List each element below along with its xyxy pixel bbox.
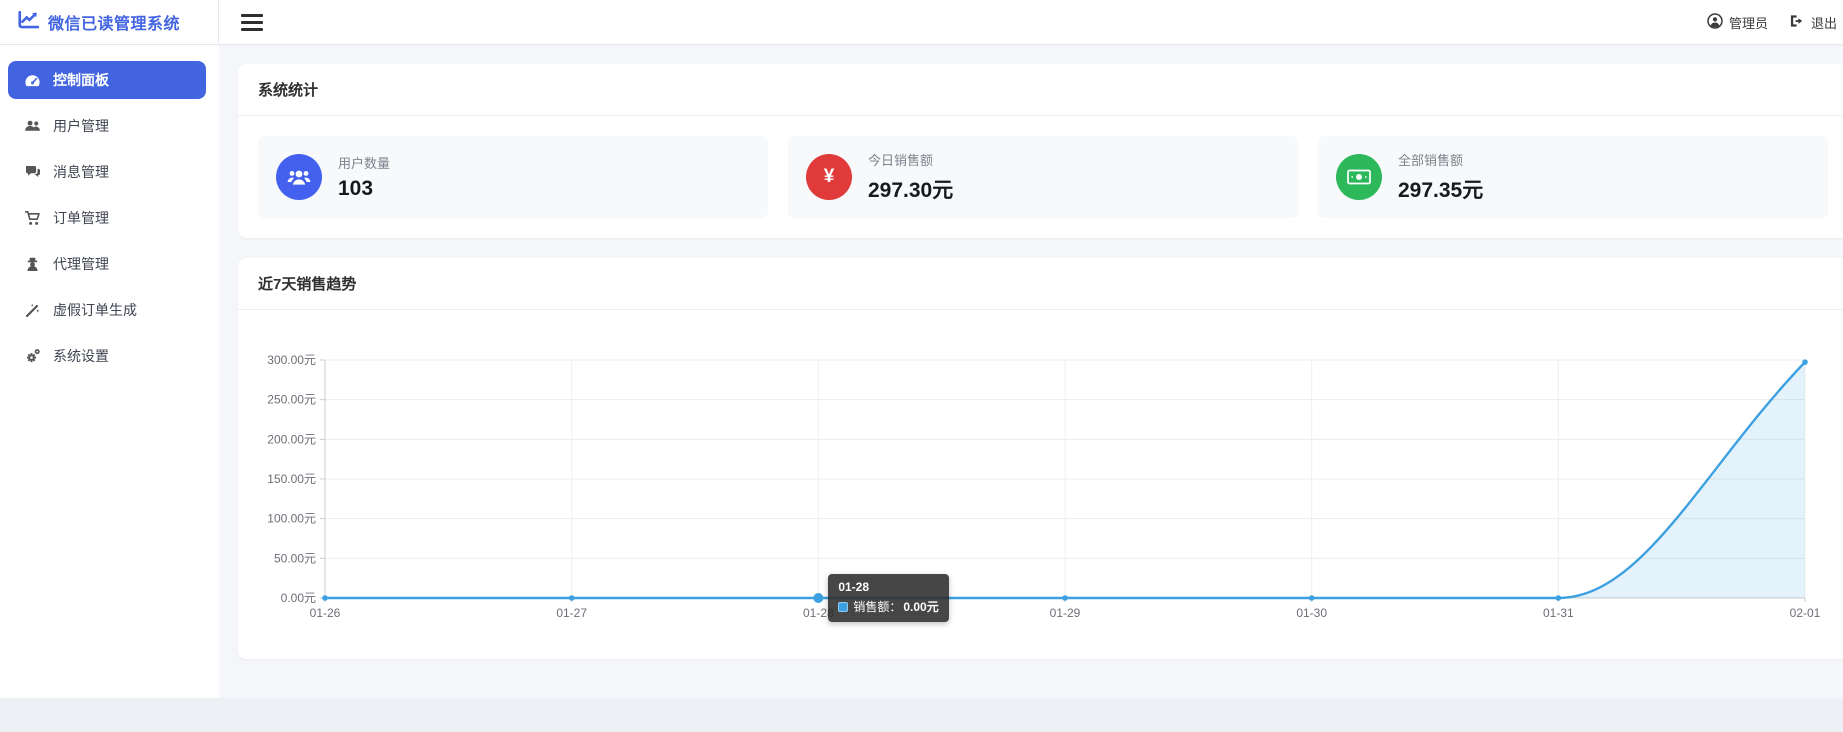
user-circle-icon [1707,12,1723,32]
svg-text:01-31: 01-31 [1543,606,1574,620]
svg-text:100.00元: 100.00元 [267,512,316,526]
stat-today-sales: ¥ 今日销售额 297.30元 [788,136,1298,218]
svg-text:200.00元: 200.00元 [267,432,316,446]
stat-user-count: 用户数量 103 [258,136,768,218]
sidebar: 控制面板 用户管理 [0,45,219,698]
logout-label: 退出 [1810,15,1837,31]
yen-icon: ¥ [806,154,852,200]
sidebar-toggle-button[interactable] [241,13,263,31]
sidebar-item-messages[interactable]: 消息管理 [8,153,206,191]
svg-text:01-26: 01-26 [310,606,341,620]
sidebar-item-label: 消息管理 [53,164,109,180]
sidebar-item-settings[interactable]: 系统设置 [8,337,206,375]
comments-icon [24,165,41,179]
topbar-main: 管理员 退出 [219,0,1843,44]
logout-button[interactable]: 退出 [1790,13,1837,32]
svg-text:250.00元: 250.00元 [267,393,316,407]
stat-label: 用户数量 [338,156,391,171]
brand[interactable]: 微信已读管理系统 [0,0,219,44]
sidebar-item-dashboard[interactable]: 控制面板 [8,61,206,99]
chart-line-logo-icon [18,10,40,34]
admin-label: 管理员 [1728,15,1768,31]
stat-label: 全部销售额 [1398,153,1464,168]
sidebar-item-fake-orders[interactable]: 虚假订单生成 [8,291,206,329]
sidebar-item-label: 代理管理 [53,256,109,272]
svg-text:50.00元: 50.00元 [274,551,316,565]
stats-card: 系统统计 [238,64,1843,238]
chart-title: 近7天销售趋势 [238,258,1843,310]
svg-text:300.00元: 300.00元 [267,353,316,367]
stat-value: 297.30元 [868,179,954,202]
sidebar-item-users[interactable]: 用户管理 [8,107,206,145]
sidebar-item-agents[interactable]: 代理管理 [8,245,206,283]
svg-text:01-30: 01-30 [1296,606,1327,620]
sidebar-item-label: 用户管理 [53,118,109,134]
stat-label: 今日销售额 [868,153,934,168]
admin-menu[interactable]: 管理员 [1707,12,1768,32]
dashboard-icon [24,73,41,88]
svg-text:01-29: 01-29 [1050,606,1081,620]
svg-text:02-01: 02-01 [1790,606,1821,620]
sidebar-item-label: 控制面板 [53,72,109,88]
sidebar-item-orders[interactable]: 订单管理 [8,199,206,237]
topbar: 微信已读管理系统 管理员 退出 [0,0,1843,45]
main-content: 系统统计 [219,45,1843,698]
sidebar-item-label: 系统设置 [53,348,109,364]
svg-text:150.00元: 150.00元 [267,472,316,486]
sidebar-item-label: 订单管理 [53,210,109,226]
users-icon [24,119,41,133]
agent-icon [24,257,41,272]
line-chart-canvas: 0.00元 50.00元 100.00元 150.00元 200.00元 250.00元 3… [267,353,1821,620]
magic-wand-icon [24,303,41,318]
cart-icon [24,210,41,226]
users-icon [276,154,322,200]
sales-trend-chart[interactable]: 0.00元 50.00元 100.00元 150.00元 200.00元 250.00元 3… [258,336,1828,643]
svg-text:0.00元: 0.00元 [281,591,316,605]
sidebar-item-label: 虚假订单生成 [53,302,137,318]
svg-text:01-28: 01-28 [803,606,834,620]
money-bill-icon [1336,154,1382,200]
cogs-icon [24,348,41,364]
svg-text:01-27: 01-27 [556,606,587,620]
stat-value: 103 [338,177,374,200]
stat-total-sales: 全部销售额 297.35元 [1318,136,1828,218]
sales-trend-card: 近7天销售趋势 0.00元 50.00元 100.00元 150.00元 200.00元… [238,258,1843,659]
sign-out-icon [1790,14,1805,31]
app-title: 微信已读管理系统 [48,16,181,33]
stats-section-title: 系统统计 [238,64,1843,116]
stat-value: 297.35元 [1398,179,1484,202]
